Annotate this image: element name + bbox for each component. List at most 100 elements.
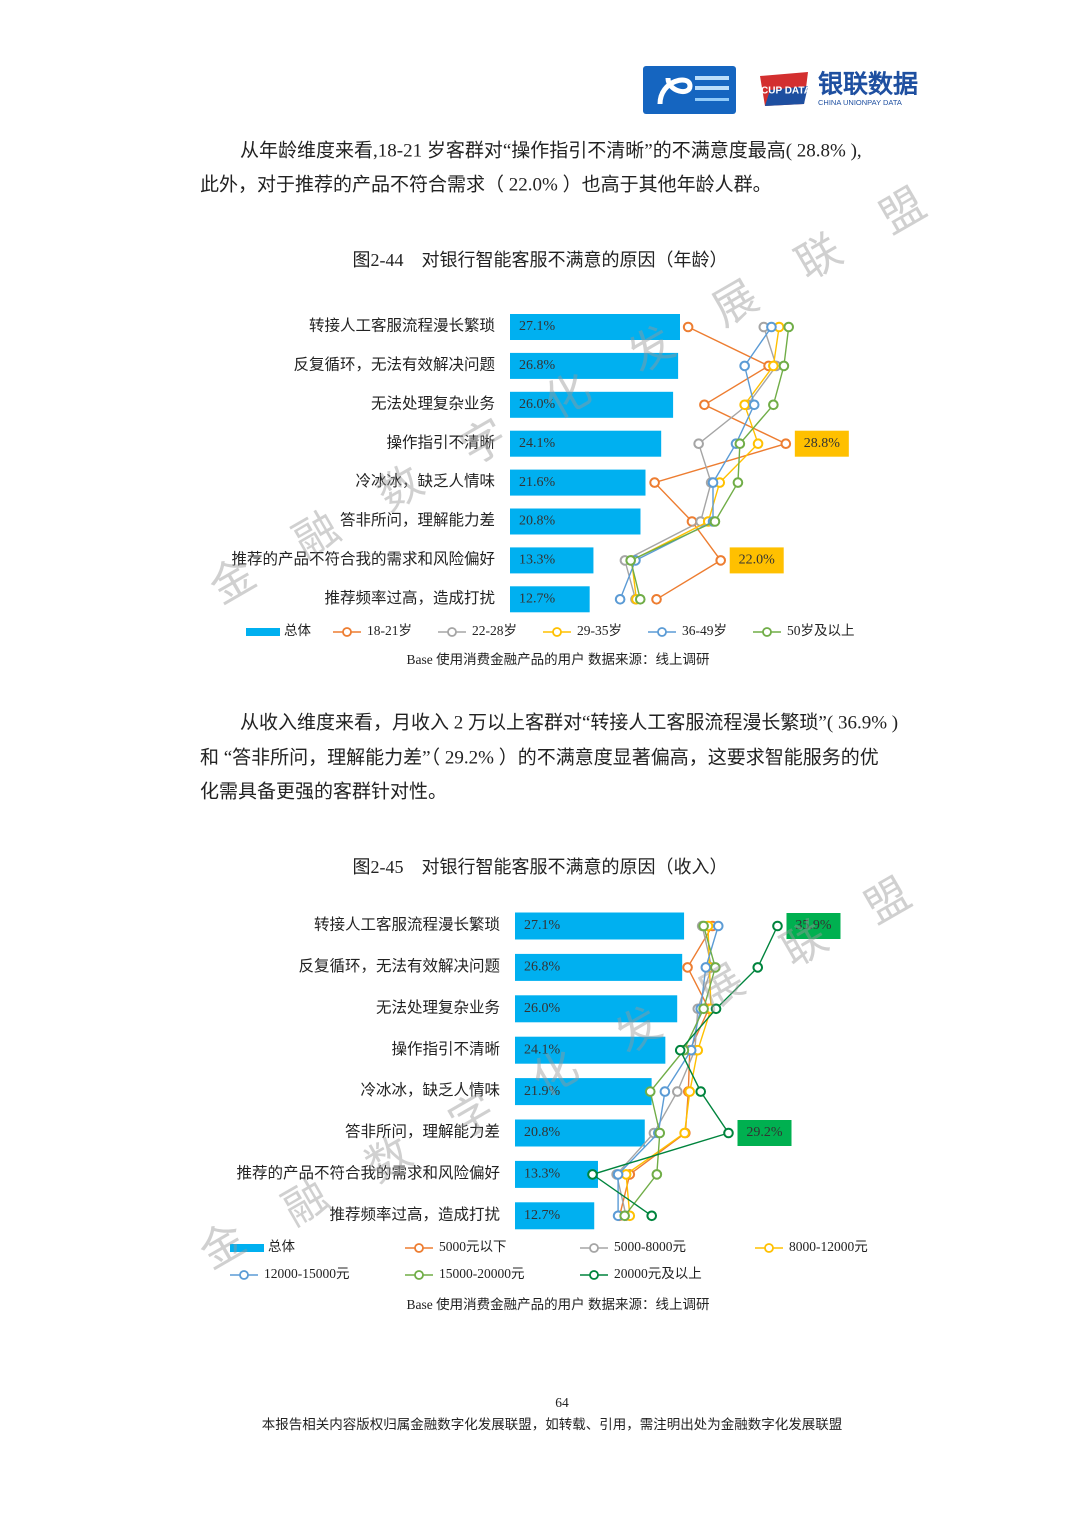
category-label: 反复循环，无法有效解决问题	[293, 355, 495, 373]
series-point	[612, 1169, 624, 1180]
highlight-label: 28.8%	[804, 436, 841, 451]
bar	[510, 430, 662, 457]
bar-value-label: 20.8%	[524, 1125, 561, 1140]
bar	[510, 547, 594, 574]
series-line	[624, 326, 778, 600]
logo-sub: CHINA UNIONPAY DATA	[818, 98, 902, 107]
series-point	[654, 1127, 666, 1139]
series-point	[695, 1086, 707, 1097]
bar-value-label: 21.9%	[524, 1084, 561, 1099]
legend-label: 5000-8000元	[614, 1239, 686, 1254]
series-point	[672, 1086, 683, 1097]
series-point	[698, 920, 709, 932]
series-point	[772, 920, 783, 932]
highlight-label-box	[737, 1120, 792, 1146]
bar-value-label: 20.8%	[519, 514, 556, 529]
paragraph-line: 从收入维度来看，月收入 2 万以上客群对“转接人工客服流程漫长繁琐”( 36.9…	[240, 711, 898, 733]
bar	[510, 314, 680, 340]
highlight-label-box	[786, 913, 841, 939]
legend-swatch	[589, 1243, 599, 1253]
legend-label: 20000元及以上	[614, 1266, 702, 1281]
series-line	[617, 925, 719, 1216]
series-point	[699, 399, 710, 411]
category-label: 推荐的产品不符合我的需求和风险偏好	[231, 550, 495, 568]
bar-value-label: 27.1%	[519, 319, 556, 334]
legend-label: 15000-20000元	[439, 1266, 525, 1281]
series-line	[619, 326, 773, 600]
legend-swatch	[239, 1270, 249, 1280]
category-label: 转接人工客服流程漫长繁琐	[314, 915, 501, 934]
bar-value-label: 26.0%	[519, 397, 556, 412]
legend-label: 总体	[284, 623, 311, 638]
category-label: 冷冰冰，缺乏人情味	[360, 1081, 500, 1099]
series-point	[625, 555, 636, 566]
highlight-label-box	[794, 430, 849, 457]
bar	[515, 912, 685, 940]
series-point	[734, 438, 746, 450]
series-point	[707, 477, 719, 488]
legend-swatch	[342, 627, 352, 637]
legend-label: 36-49岁	[682, 623, 727, 638]
legend-swatch	[447, 627, 457, 637]
series-point	[723, 1127, 734, 1139]
series-point	[587, 1169, 598, 1180]
series-point	[674, 1044, 686, 1056]
series-point	[712, 920, 724, 932]
bar	[510, 352, 679, 379]
category-label: 答非所问，理解能力差	[345, 1123, 500, 1141]
chart-source: Base 使用消费金融产品的用户 数据来源：线上调研	[407, 651, 710, 667]
highlight-label: 35.9%	[795, 918, 832, 933]
page-number: 64	[555, 1395, 569, 1410]
bar	[515, 1160, 598, 1188]
bar	[515, 1202, 595, 1230]
bar-value-label: 13.3%	[519, 553, 556, 568]
chart-source: Base 使用消费金融产品的用户 数据来源：线上调研	[407, 1296, 710, 1312]
legend-swatch	[762, 627, 772, 637]
category-label: 无法处理复杂业务	[376, 998, 500, 1016]
category-label: 反复循环，无法有效解决问题	[298, 957, 500, 975]
cup-badge: CUP DATA	[761, 86, 811, 97]
series-point	[768, 399, 779, 411]
series-point	[783, 321, 795, 333]
bar	[515, 995, 678, 1023]
series-point	[649, 477, 660, 488]
bar-value-label: 12.7%	[519, 592, 556, 607]
series-line	[624, 925, 717, 1217]
series-point	[614, 594, 626, 605]
series-point	[698, 1003, 709, 1015]
series-point	[710, 962, 721, 973]
category-label: 答非所问，理解能力差	[340, 511, 495, 529]
series-point	[780, 438, 792, 450]
legend-swatch	[764, 1243, 774, 1253]
series-point	[634, 594, 646, 605]
copyright: 本报告相关内容版权归属金融数字化发展联盟，如转载、引用，需注明出处为金融数字化发…	[262, 1416, 843, 1432]
paragraph-line: 此外，对于推荐的产品不符合需求（ 22.0% ）也高于其他年龄人群。	[200, 173, 772, 195]
series-line	[629, 326, 790, 600]
bar-value-label: 24.1%	[524, 1042, 561, 1057]
series-point	[766, 321, 777, 333]
bar	[510, 508, 641, 535]
bar	[510, 469, 646, 496]
alliance-logo-line	[695, 98, 729, 101]
alliance-logo-line	[695, 86, 729, 90]
bar-value-label: 24.1%	[519, 436, 556, 451]
legend-label: 12000-15000元	[264, 1266, 350, 1281]
legend-label: 8000-12000元	[789, 1239, 868, 1254]
logo-name: 银联数据	[818, 71, 918, 99]
series-point	[748, 399, 760, 411]
legend-swatch	[552, 627, 562, 637]
series-point	[659, 1086, 671, 1097]
paragraph-line: 化需具备更强的客群针对性。	[200, 780, 447, 802]
series-line	[653, 326, 788, 600]
series-point	[768, 360, 779, 372]
series-point	[752, 438, 764, 450]
series-point	[684, 1086, 696, 1097]
series-point	[710, 1003, 722, 1015]
legend-label: 29-35岁	[577, 623, 622, 638]
legend-swatch	[414, 1243, 424, 1253]
series-point	[644, 1086, 656, 1097]
series-line	[618, 925, 714, 1216]
alliance-logo-mark	[657, 77, 693, 105]
category-label: 操作指引不清晰	[391, 1040, 500, 1058]
